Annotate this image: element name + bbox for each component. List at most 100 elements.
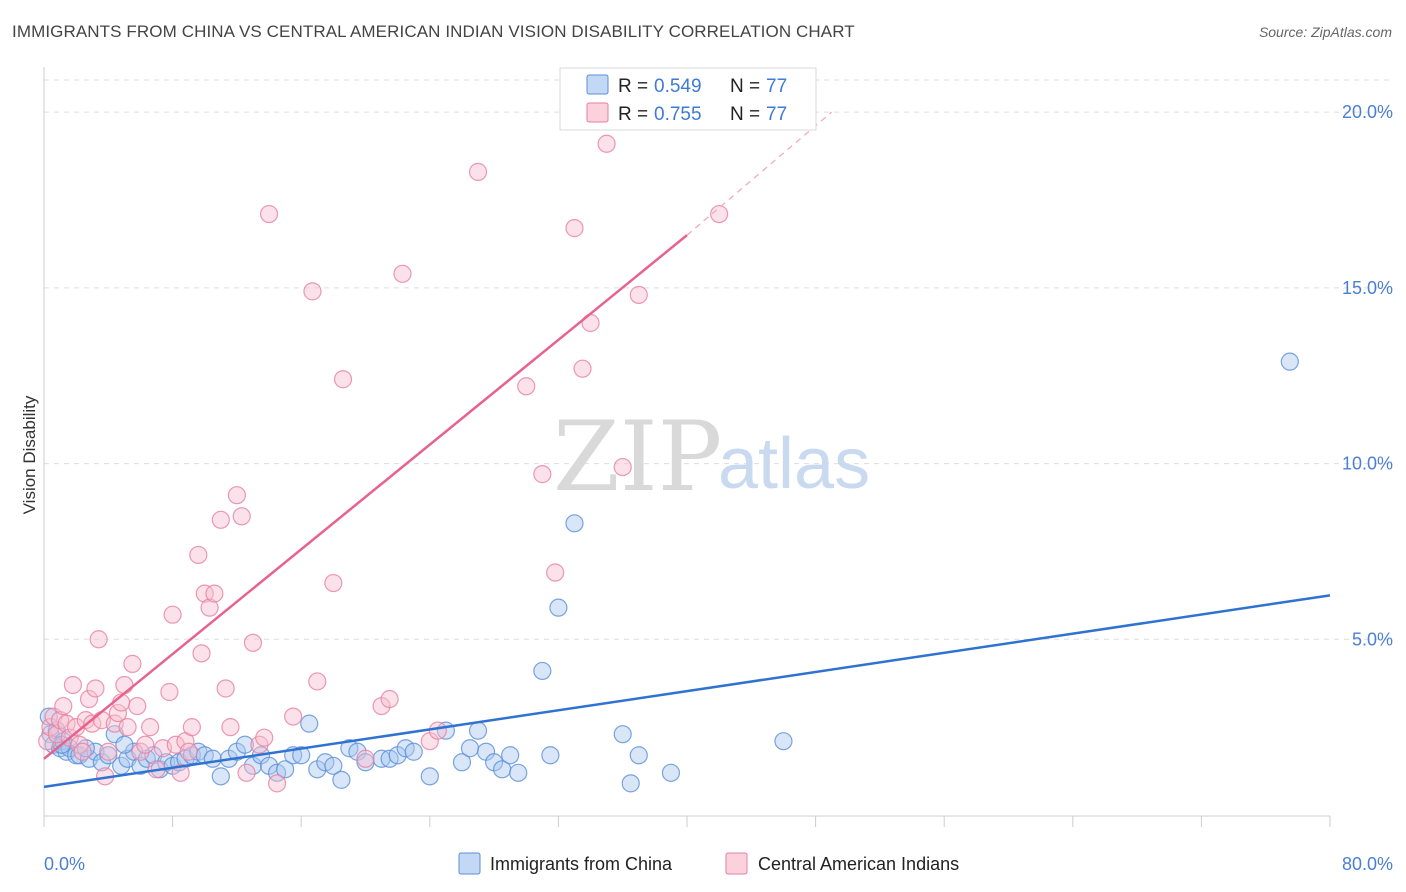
data-point: [404, 742, 423, 761]
data-point: [460, 739, 480, 758]
y-tick-label: 5.0%: [1352, 629, 1393, 649]
data-point: [324, 573, 343, 593]
data-point: [1280, 352, 1299, 371]
data-point: [621, 774, 640, 793]
gridlines: [44, 79, 1392, 640]
data-point: [661, 763, 681, 782]
legend-r-value-1: 0.755: [654, 104, 702, 125]
data-point: [73, 742, 92, 761]
data-point: [468, 162, 488, 181]
data-point: [613, 457, 632, 477]
x-tick-labels: 0.0% 80.0%: [44, 854, 1393, 874]
bottom-legend: Immigrants from China Central American I…: [458, 852, 959, 875]
data-point: [533, 465, 552, 484]
data-point: [259, 204, 279, 224]
legend-r-label-1: R =: [618, 104, 648, 125]
data-point: [333, 370, 353, 389]
data-point: [211, 767, 230, 786]
data-point: [255, 728, 274, 747]
trendline-extension-dashed: [686, 111, 833, 236]
data-point: [57, 714, 76, 733]
data-point: [380, 689, 399, 709]
data-point: [546, 563, 565, 582]
data-point: [211, 510, 230, 529]
data-point: [79, 689, 99, 709]
data-point: [115, 735, 134, 754]
legend-swatch-pink: [586, 102, 609, 123]
y-tick-label: 15.0%: [1342, 278, 1393, 298]
data-point: [123, 654, 142, 673]
data-point: [118, 718, 137, 737]
data-point: [221, 718, 240, 737]
data-point: [710, 204, 729, 224]
data-point: [235, 735, 255, 754]
data-point: [205, 584, 224, 603]
data-point: [140, 718, 160, 737]
data-point: [565, 219, 584, 238]
data-point: [573, 359, 592, 378]
data-point: [533, 661, 552, 681]
data-point: [541, 746, 560, 765]
data-point: [774, 732, 793, 751]
legend: R = 0.549 N = 77 R = 0.755 N = 77: [559, 67, 817, 131]
data-point: [565, 514, 584, 533]
bottom-legend-label-blue: Immigrants from China: [490, 854, 673, 874]
data-point: [203, 749, 222, 768]
data-point: [232, 507, 251, 526]
legend-n-label-1: N =: [730, 104, 760, 125]
watermark-zip: ZIP: [553, 401, 722, 513]
x-tick-label: 80.0%: [1342, 854, 1393, 874]
watermark-atlas: atlas: [718, 424, 870, 504]
data-point: [200, 598, 219, 617]
data-point: [517, 377, 536, 396]
bottom-legend-swatch-blue: [458, 852, 481, 875]
data-point: [227, 486, 246, 505]
data-point: [428, 721, 447, 740]
legend-n-value-1: 77: [766, 104, 787, 125]
y-tick-label: 10.0%: [1342, 454, 1393, 474]
data-point: [195, 584, 214, 603]
data-point: [276, 760, 295, 779]
data-point: [267, 774, 287, 793]
data-point: [284, 707, 303, 726]
data-point: [189, 545, 208, 565]
data-point: [182, 718, 201, 737]
data-point: [468, 721, 488, 740]
data-point: [509, 763, 528, 782]
data-point: [54, 696, 73, 716]
trendline-immigrants-from-china: [43, 594, 1331, 789]
data-point: [420, 767, 439, 786]
data-point: [629, 746, 648, 765]
trendlines: [43, 111, 1331, 789]
data-point: [303, 282, 322, 301]
data-point: [452, 753, 472, 772]
data-point: [108, 703, 128, 723]
y-tick-label: 20.0%: [1342, 102, 1393, 122]
legend-swatch-blue: [586, 74, 609, 95]
data-point: [136, 735, 155, 754]
data-point: [89, 630, 108, 649]
data-point: [629, 285, 648, 304]
bottom-legend-swatch-pink: [725, 852, 748, 875]
data-point: [160, 682, 179, 702]
data-point: [308, 672, 327, 691]
data-point: [216, 679, 235, 698]
trendline-central-american-indians: [43, 234, 688, 760]
axes: [43, 67, 1331, 827]
data-point: [300, 714, 319, 733]
data-point: [99, 742, 118, 761]
data-point: [549, 598, 568, 617]
watermark: ZIP atlas: [553, 401, 870, 513]
source-label: Source: ZipAtlas.com: [1258, 24, 1392, 40]
legend-n-value-0: 77: [766, 76, 787, 97]
y-axis-label: Vision Disability: [20, 395, 39, 514]
y-tick-labels: 5.0% 10.0% 15.0% 20.0%: [1342, 102, 1393, 649]
data-point: [63, 675, 83, 695]
data-point: [128, 696, 147, 716]
data-point: [163, 605, 182, 624]
data-point: [86, 679, 105, 698]
data-point: [115, 675, 134, 695]
data-point: [83, 714, 102, 733]
data-point: [332, 770, 351, 789]
